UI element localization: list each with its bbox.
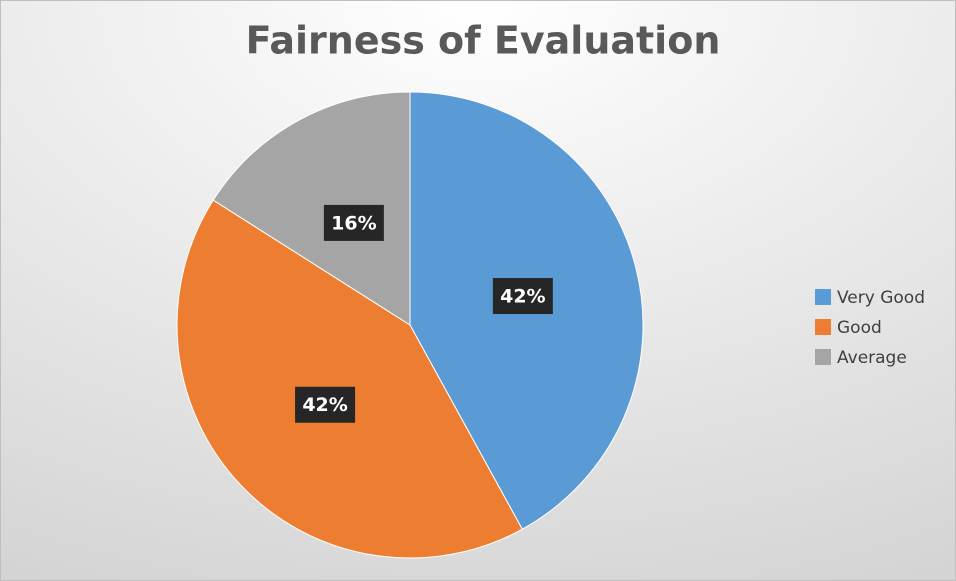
- pie-slice: [176, 199, 523, 559]
- legend-swatch: [815, 319, 831, 335]
- legend-label: Very Good: [837, 288, 925, 308]
- legend-swatch: [815, 349, 831, 365]
- pie-slice: [212, 91, 411, 326]
- legend-label: Good: [837, 318, 882, 338]
- data-label-box: [492, 278, 553, 315]
- chart-title: Fairness of Evaluation: [246, 19, 721, 63]
- data-label: 42%: [500, 286, 545, 308]
- legend-swatch: [815, 289, 831, 305]
- data-label: 42%: [302, 394, 347, 416]
- data-label-box: [295, 386, 356, 423]
- data-label-box: [323, 204, 384, 241]
- data-label: 16%: [331, 212, 376, 234]
- legend-label: Average: [837, 348, 907, 368]
